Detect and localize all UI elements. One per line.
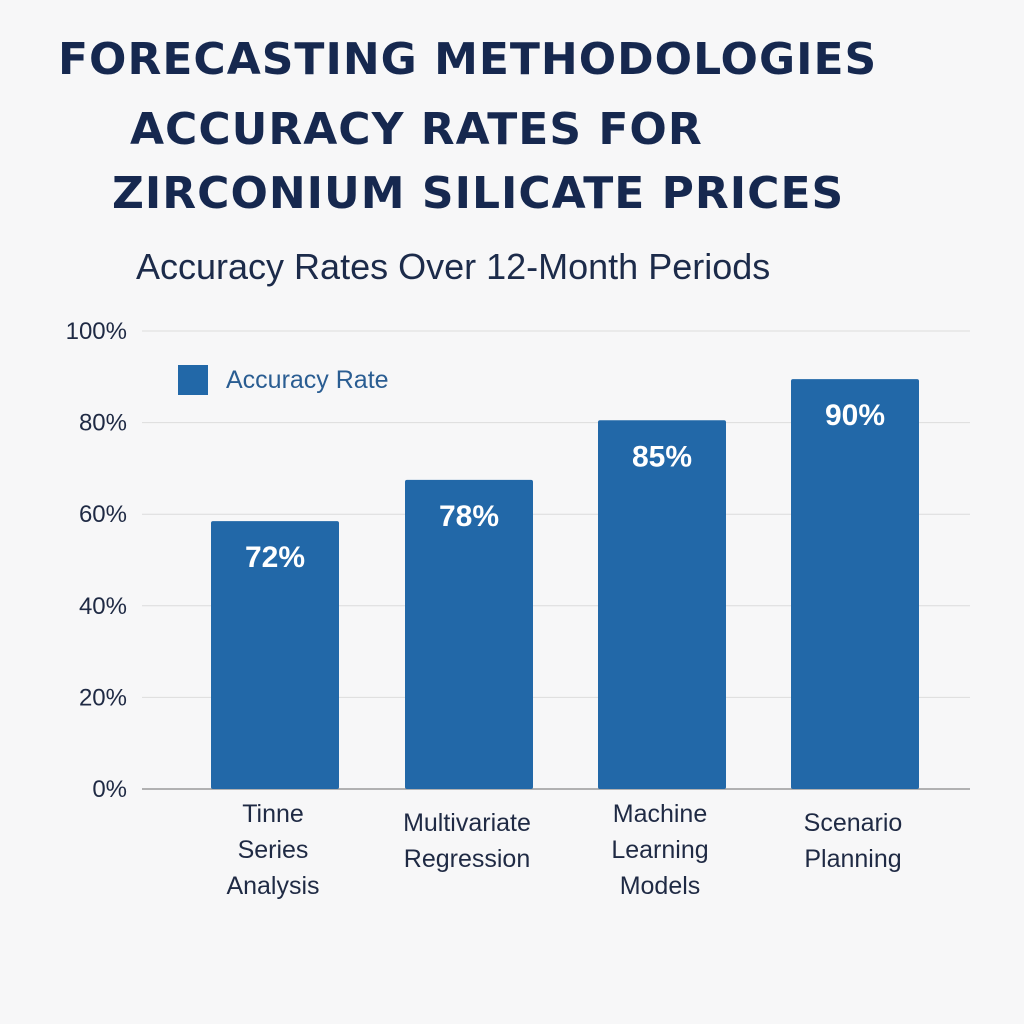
x-tick-label: Learning <box>611 836 708 864</box>
legend-swatch <box>178 365 208 395</box>
x-tick-label: Machine <box>613 800 708 828</box>
bar <box>211 521 339 789</box>
x-tick-label: Series <box>238 836 309 864</box>
y-tick-label: 60% <box>79 501 127 528</box>
x-tick-label: Models <box>620 872 701 900</box>
chart-title-line-1: FORECASTING METHODOLOGIES <box>58 34 878 85</box>
x-tick-label: Multivariate <box>403 809 531 837</box>
y-tick-label: 80% <box>79 410 127 437</box>
x-tick-label: Scenario <box>804 809 903 837</box>
bar-value-label: 72% <box>245 541 305 574</box>
x-tick-label: Tinne <box>242 800 304 828</box>
chart-subtitle: Accuracy Rates Over 12-Month Periods <box>136 246 771 287</box>
bar-value-label: 78% <box>439 500 499 533</box>
bar <box>405 479 533 789</box>
x-tick-label: Planning <box>804 845 901 873</box>
bar-value-label: 90% <box>825 399 885 432</box>
y-tick-label: 40% <box>79 593 127 620</box>
bar <box>791 379 919 789</box>
chart-title-line-3: ZIRCONIUM SILICATE PRICES <box>112 168 845 219</box>
x-tick-label: Analysis <box>226 872 319 900</box>
chart-title-line-2: ACCURACY RATES FOR <box>130 104 703 155</box>
x-tick-label: Regression <box>404 845 530 873</box>
y-tick-label: 20% <box>79 684 127 711</box>
legend-label: Accuracy Rate <box>226 366 389 394</box>
bar-value-label: 85% <box>632 440 692 473</box>
bar <box>598 420 726 789</box>
y-tick-label: 100% <box>66 318 127 345</box>
y-tick-label: 0% <box>92 776 127 803</box>
